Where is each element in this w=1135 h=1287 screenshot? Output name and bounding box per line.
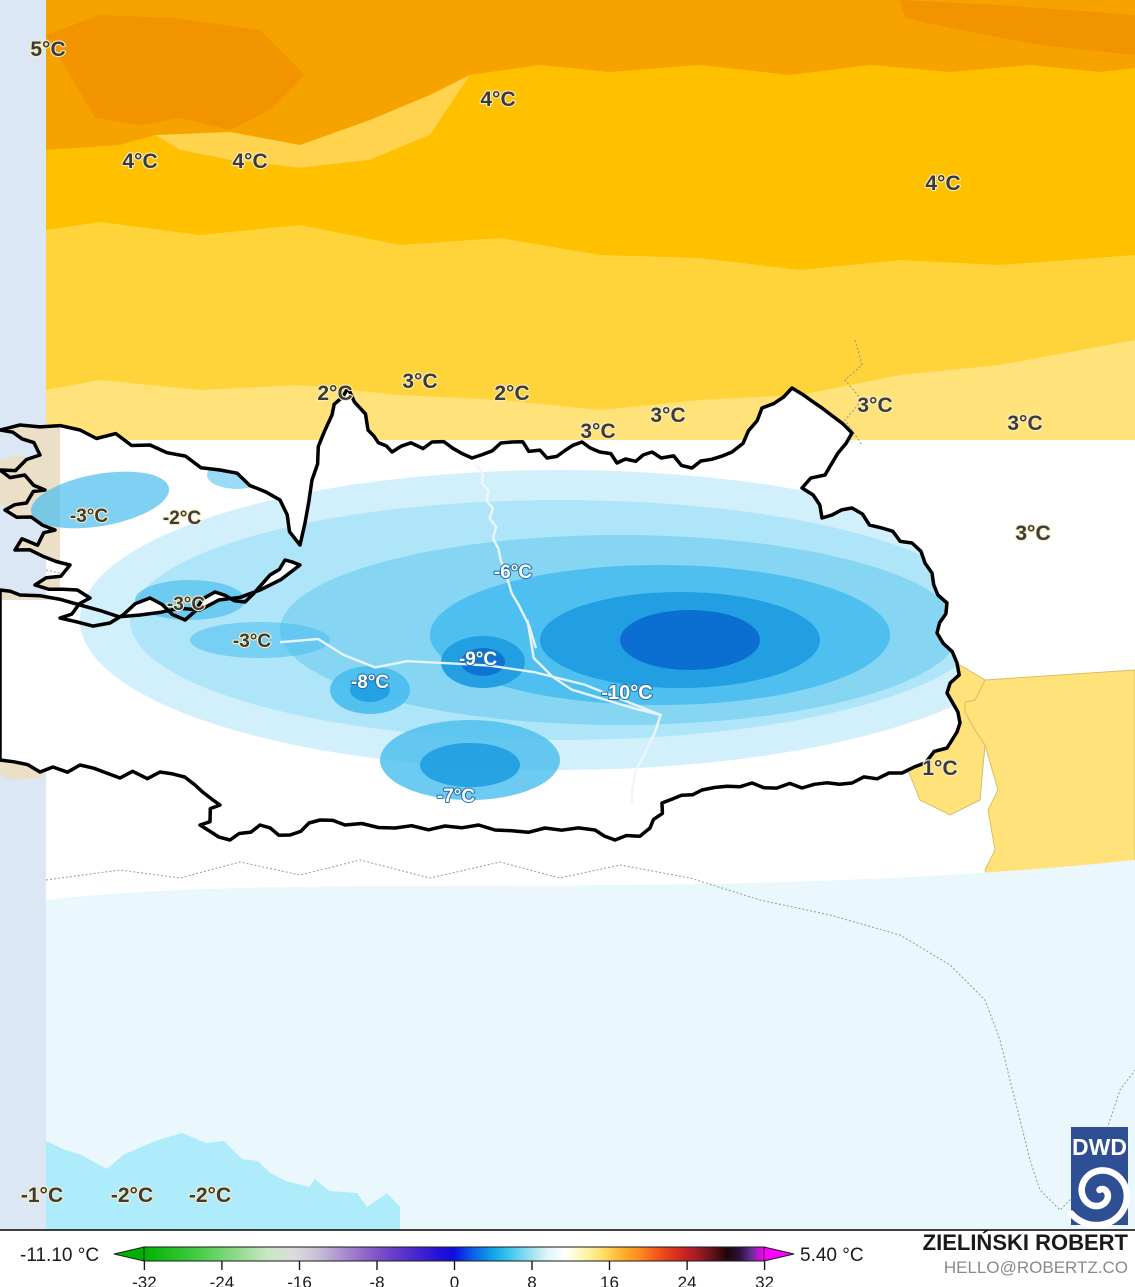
svg-text:16: 16 [600,1273,619,1287]
svg-text:3°C: 3°C [580,420,615,443]
svg-text:HELLO@ROBERTZ.CO: HELLO@ROBERTZ.CO [944,1258,1128,1277]
svg-text:1°C: 1°C [922,757,957,780]
svg-text:2°C: 2°C [317,382,352,405]
svg-text:-11.10 °C: -11.10 °C [20,1245,99,1266]
svg-text:8: 8 [527,1273,536,1287]
svg-text:-2°C: -2°C [163,508,201,529]
svg-text:0: 0 [450,1273,459,1287]
svg-text:24: 24 [678,1273,697,1287]
svg-text:4°C: 4°C [480,88,515,111]
svg-text:4°C: 4°C [925,172,960,195]
svg-text:-32: -32 [132,1273,157,1287]
svg-text:-3°C: -3°C [167,594,205,615]
svg-text:2°C: 2°C [494,382,529,405]
svg-text:-24: -24 [210,1273,235,1287]
svg-text:5°C: 5°C [30,38,65,61]
svg-text:3°C: 3°C [650,404,685,427]
svg-text:3°C: 3°C [857,394,892,417]
svg-text:-8°C: -8°C [351,672,389,693]
svg-text:-3°C: -3°C [233,631,271,652]
svg-text:4°C: 4°C [232,150,267,173]
svg-text:-2°C: -2°C [111,1184,153,1207]
svg-text:-16: -16 [287,1273,312,1287]
svg-text:-6°C: -6°C [494,562,532,583]
svg-text:-8: -8 [369,1273,384,1287]
svg-text:-9°C: -9°C [459,649,497,670]
svg-text:-1°C: -1°C [21,1184,63,1207]
svg-text:-3°C: -3°C [70,506,108,527]
svg-text:5.40 °C: 5.40 °C [800,1245,864,1266]
svg-text:32: 32 [755,1273,774,1287]
svg-text:4°C: 4°C [122,150,157,173]
svg-text:-2°C: -2°C [189,1184,231,1207]
svg-text:-10°C: -10°C [601,682,652,704]
svg-text:-7°C: -7°C [437,786,475,807]
svg-text:3°C: 3°C [1007,412,1042,435]
svg-text:3°C: 3°C [1015,522,1050,545]
svg-text:DWD: DWD [1072,1134,1127,1160]
svg-text:ZIELIŃSKI ROBERT: ZIELIŃSKI ROBERT [923,1230,1129,1255]
svg-text:3°C: 3°C [402,370,437,393]
